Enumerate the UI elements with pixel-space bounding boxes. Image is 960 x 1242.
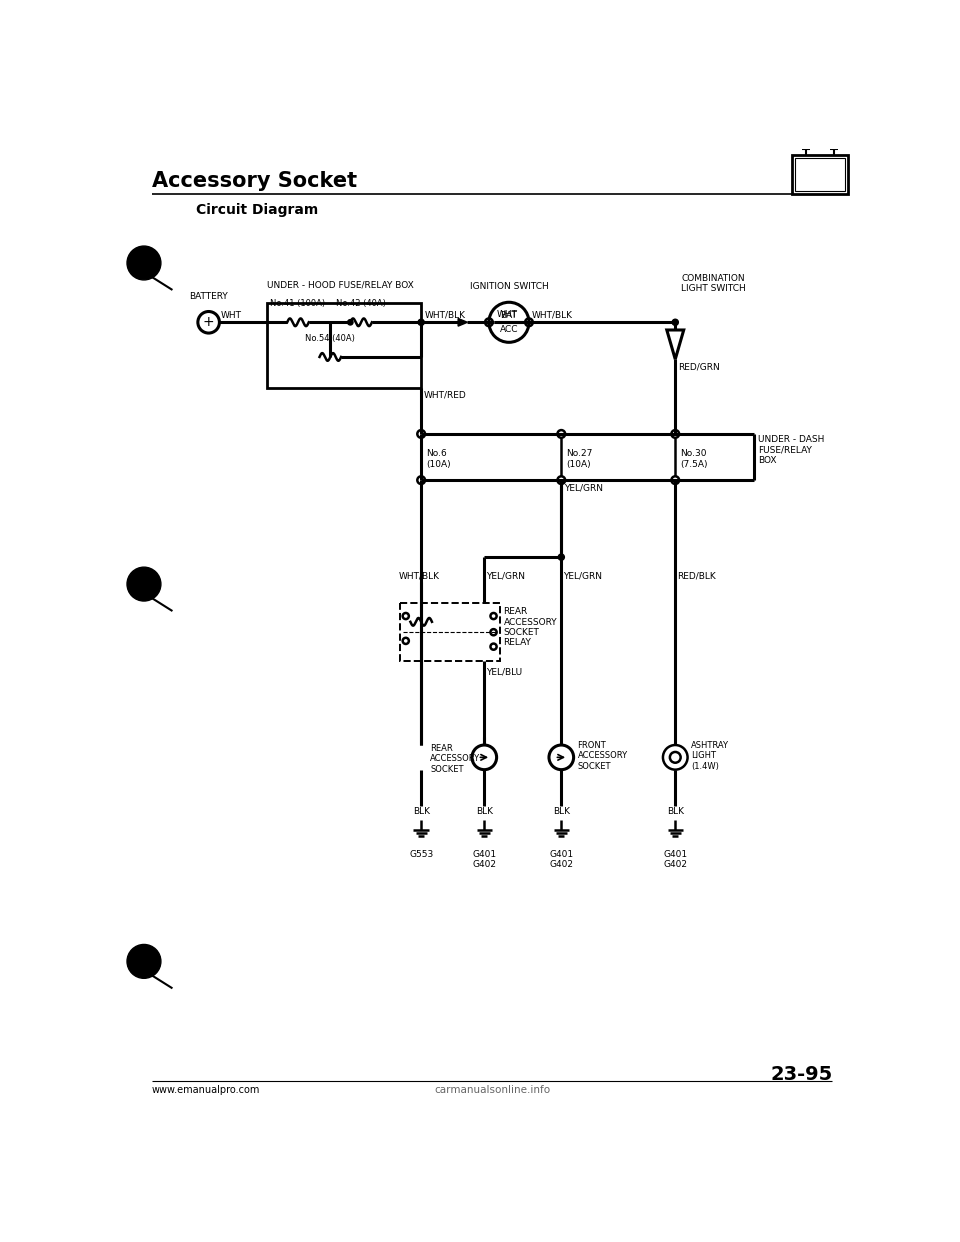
Text: YEL/GRN: YEL/GRN — [486, 571, 525, 580]
Text: No.30
(7.5A): No.30 (7.5A) — [680, 450, 708, 468]
Text: BLK: BLK — [667, 807, 684, 816]
Text: No.42 (40A): No.42 (40A) — [336, 299, 386, 308]
Text: UNDER - HOOD FUSE/RELAY BOX: UNDER - HOOD FUSE/RELAY BOX — [267, 281, 414, 289]
Circle shape — [127, 246, 161, 279]
Text: carmanualsonline.info: carmanualsonline.info — [434, 1084, 550, 1094]
Text: +: + — [828, 170, 839, 184]
Text: WHT: WHT — [496, 310, 517, 319]
Text: REAR
ACCESSORY
SOCKET
RELAY: REAR ACCESSORY SOCKET RELAY — [504, 607, 557, 647]
Text: YEL/GRN: YEL/GRN — [563, 571, 602, 580]
Circle shape — [348, 319, 353, 325]
Text: Circuit Diagram: Circuit Diagram — [196, 202, 318, 217]
Text: WHT: WHT — [221, 310, 242, 320]
Text: ASHTRAY
LIGHT
(1.4W): ASHTRAY LIGHT (1.4W) — [691, 741, 730, 771]
Text: IGNITION SWITCH: IGNITION SWITCH — [469, 282, 548, 292]
Text: BATTERY: BATTERY — [189, 292, 228, 301]
Text: G401
G402: G401 G402 — [549, 850, 573, 869]
Text: UNDER - DASH
FUSE/RELAY
BOX: UNDER - DASH FUSE/RELAY BOX — [758, 436, 825, 466]
Text: WHT/BLK: WHT/BLK — [399, 571, 440, 580]
Text: No.54 (40A): No.54 (40A) — [305, 334, 355, 343]
Text: G401
G402: G401 G402 — [472, 850, 496, 869]
Text: No.27
(10A): No.27 (10A) — [565, 450, 592, 468]
Text: RED/BLK: RED/BLK — [677, 571, 715, 580]
Text: 23-95: 23-95 — [770, 1066, 832, 1084]
Bar — [267, 303, 421, 388]
Text: −: − — [801, 170, 811, 184]
Text: WHT/RED: WHT/RED — [423, 391, 467, 400]
Text: YEL/BLU: YEL/BLU — [486, 667, 522, 676]
Text: WHT/BLK: WHT/BLK — [532, 310, 573, 319]
Text: G553: G553 — [409, 850, 433, 858]
Text: BLK: BLK — [553, 807, 570, 816]
Text: +: + — [203, 315, 214, 329]
Text: WHT/BLK: WHT/BLK — [424, 310, 466, 319]
Text: BLK: BLK — [476, 807, 492, 816]
Circle shape — [127, 568, 161, 601]
Text: Accessory Socket: Accessory Socket — [152, 170, 357, 190]
Circle shape — [558, 554, 564, 560]
Bar — [399, 604, 500, 661]
Text: ACC: ACC — [500, 325, 518, 334]
Text: BODY: BODY — [803, 183, 837, 193]
Text: YEL/GRN: YEL/GRN — [564, 483, 604, 492]
Polygon shape — [458, 318, 468, 327]
Circle shape — [419, 319, 424, 325]
Text: COMBINATION
LIGHT SWITCH: COMBINATION LIGHT SWITCH — [682, 273, 746, 293]
Text: BLK: BLK — [413, 807, 430, 816]
Text: No.41 (100A): No.41 (100A) — [271, 299, 325, 308]
Text: RED/GRN: RED/GRN — [679, 363, 720, 371]
Circle shape — [672, 319, 679, 325]
Text: REAR
ACCESSORY
SOCKET: REAR ACCESSORY SOCKET — [430, 744, 481, 774]
Text: No.6
(10A): No.6 (10A) — [426, 450, 450, 468]
Text: www.emanualpro.com: www.emanualpro.com — [152, 1084, 260, 1094]
Text: FRONT
ACCESSORY
SOCKET: FRONT ACCESSORY SOCKET — [578, 741, 628, 771]
Bar — [792, 155, 848, 194]
Circle shape — [127, 944, 161, 979]
Text: BAT: BAT — [500, 310, 517, 320]
Text: G401
G402: G401 G402 — [663, 850, 687, 869]
Bar — [796, 158, 845, 190]
